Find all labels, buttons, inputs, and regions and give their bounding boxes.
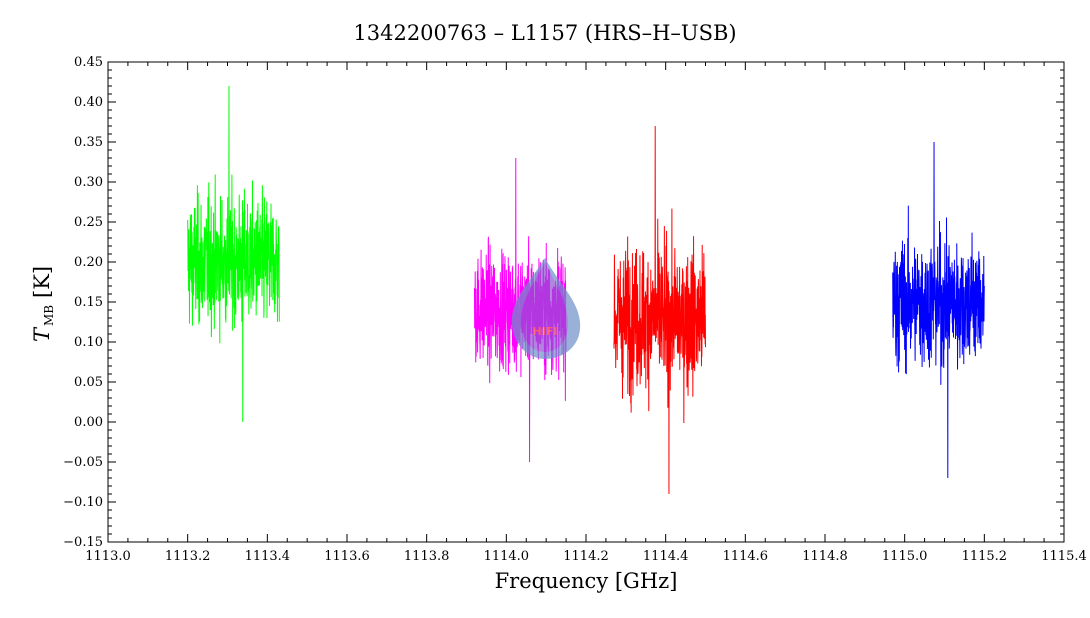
spectrum-series-4: [892, 141, 985, 479]
chart-title: 1342200763 – L1157 (HRS–H–USB): [353, 21, 736, 45]
logo-text: HIFI: [533, 325, 558, 338]
x-tick-label: 1113.6: [324, 549, 370, 564]
y-tick-label: 0.40: [74, 95, 103, 110]
x-tick-label: 1115.2: [962, 549, 1008, 564]
y-axis: −0.15 −0.10 −0.05 0.00 0.05 0.10 0.15 0.20 0.25 0…: [63, 55, 1064, 550]
spectrum-series-3: [613, 125, 706, 495]
y-tick-label: 0.30: [74, 175, 103, 190]
series-layer: [187, 85, 985, 495]
y-tick-label: 0.45: [74, 55, 103, 70]
y-tick-label: 0.15: [74, 295, 103, 310]
x-tick-label: 1113.4: [245, 549, 291, 564]
x-tick-label: 1115.4: [1041, 549, 1087, 564]
x-tick-label: 1113.2: [165, 549, 211, 564]
y-tick-label: 0.05: [74, 375, 103, 390]
x-tick-label: 1114.8: [802, 549, 848, 564]
y-tick-label: 0.00: [74, 415, 103, 430]
spectrum-series-1: [187, 85, 280, 423]
y-tick-label: −0.10: [63, 495, 103, 510]
y-tick-label: 0.20: [74, 255, 103, 270]
y-tick-label: 0.25: [74, 215, 103, 230]
x-tick-label: 1114.0: [484, 549, 530, 564]
y-axis-label-main: T: [30, 326, 54, 342]
y-tick-label: −0.05: [63, 455, 103, 470]
x-axis-label: Frequency [GHz]: [495, 569, 678, 593]
logo-inner-shape: [520, 262, 568, 352]
x-tick-label: 1114.4: [643, 549, 689, 564]
y-axis-label-sub: MB: [42, 305, 56, 326]
x-tick-label: 1115.0: [882, 549, 928, 564]
x-tick-label: 1114.6: [723, 549, 769, 564]
y-tick-label: 0.10: [74, 335, 103, 350]
x-tick-label: 1114.2: [563, 549, 609, 564]
x-tick-label: 1113.0: [85, 549, 131, 564]
x-axis: 1113.0 1113.2 1113.4 1113.6 1113.8 1114.0 1114…: [85, 62, 1087, 564]
x-tick-label: 1113.8: [404, 549, 450, 564]
y-axis-label: T MB [K]: [30, 266, 56, 342]
hifi-logo: HIFI: [511, 258, 581, 360]
y-axis-label-unit: [K]: [30, 266, 54, 298]
y-tick-label: −0.15: [63, 535, 103, 550]
y-tick-label: 0.35: [74, 135, 103, 150]
